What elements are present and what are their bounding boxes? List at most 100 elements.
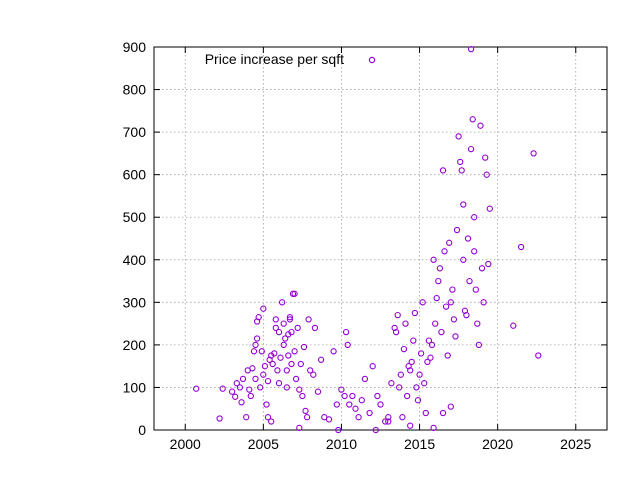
data-point (475, 341, 483, 349)
x-tick-label: 2015 (404, 436, 435, 452)
data-point (441, 248, 448, 255)
data-point (446, 239, 453, 246)
data-point (464, 235, 472, 242)
data-point (292, 375, 300, 383)
data-point (396, 384, 403, 391)
data-point (228, 388, 236, 395)
data-point (439, 167, 447, 174)
data-point (388, 380, 395, 387)
data-point (369, 363, 376, 370)
data-point (291, 290, 298, 297)
data-point (291, 348, 298, 355)
y-tick-label: 500 (123, 209, 147, 225)
data-point (483, 171, 490, 178)
y-tick-label: 0 (138, 422, 146, 438)
data-point (467, 145, 475, 153)
data-point (471, 214, 478, 221)
data-point (439, 409, 447, 417)
data-point (271, 350, 278, 357)
data-point (333, 401, 340, 408)
data-point (416, 371, 423, 378)
data-point (236, 384, 244, 391)
data-point (352, 405, 359, 412)
data-point (252, 341, 259, 349)
data-point (330, 348, 337, 355)
data-point (325, 416, 333, 423)
data-point (374, 392, 381, 400)
data-point (303, 414, 311, 421)
data-point (419, 299, 426, 306)
data-point (247, 392, 254, 400)
data-point (458, 167, 465, 174)
y-tick-label: 400 (123, 252, 147, 268)
data-point (444, 352, 451, 359)
y-tick-label: 700 (123, 124, 147, 140)
data-point (268, 418, 275, 425)
data-point (436, 265, 444, 272)
data-point (447, 403, 454, 410)
data-point (302, 407, 309, 415)
data-point (447, 299, 454, 306)
data-point (258, 348, 265, 355)
data-point (402, 320, 409, 327)
x-tick-label: 2000 (170, 436, 201, 452)
data-point (264, 377, 272, 385)
data-point (408, 358, 415, 366)
data-point (286, 316, 294, 323)
data-point (272, 316, 279, 323)
data-point (421, 380, 428, 387)
data-point (453, 226, 461, 234)
data-point (372, 426, 379, 434)
data-point (452, 333, 459, 340)
data-point (428, 341, 436, 349)
data-point (233, 380, 240, 387)
data-point (457, 158, 464, 166)
legend-marker (368, 56, 376, 64)
data-point (349, 392, 356, 400)
data-point (480, 299, 487, 306)
data-point (361, 375, 369, 383)
data-point (474, 320, 481, 327)
data-point (246, 386, 253, 393)
data-point (283, 367, 290, 374)
data-point (296, 424, 303, 432)
data-point (469, 116, 476, 123)
data-point (463, 311, 470, 319)
data-point (342, 328, 350, 336)
data-point (467, 45, 475, 53)
data-point (460, 256, 467, 263)
data-point (355, 414, 362, 421)
grid (154, 46, 607, 431)
data-point (485, 260, 492, 268)
data-point (310, 371, 317, 378)
data-point (433, 294, 440, 302)
x-tick-label: 2010 (326, 436, 357, 452)
data-point (300, 343, 308, 351)
data-point (264, 414, 272, 421)
data-point (535, 352, 542, 359)
data-point (269, 360, 276, 368)
data-point (455, 133, 462, 140)
data-point (400, 345, 408, 353)
data-point (335, 426, 342, 434)
data-point (411, 309, 419, 317)
data-point (450, 316, 458, 323)
data-point (288, 328, 295, 336)
data-point (424, 358, 431, 366)
data-point (472, 286, 479, 293)
data-point (460, 201, 467, 208)
data-point (358, 397, 365, 404)
data-point (275, 328, 283, 336)
data-point (272, 324, 279, 332)
data-point (377, 401, 384, 408)
data-point (257, 384, 264, 391)
x-tick-label: 2020 (482, 436, 513, 452)
data-point (314, 388, 322, 395)
data-point (232, 393, 239, 400)
data-point (417, 350, 425, 357)
data-point (285, 352, 292, 359)
data-point (193, 385, 200, 392)
data-point (344, 341, 351, 349)
y-tick-label: 900 (123, 39, 147, 55)
data-point (530, 150, 537, 157)
